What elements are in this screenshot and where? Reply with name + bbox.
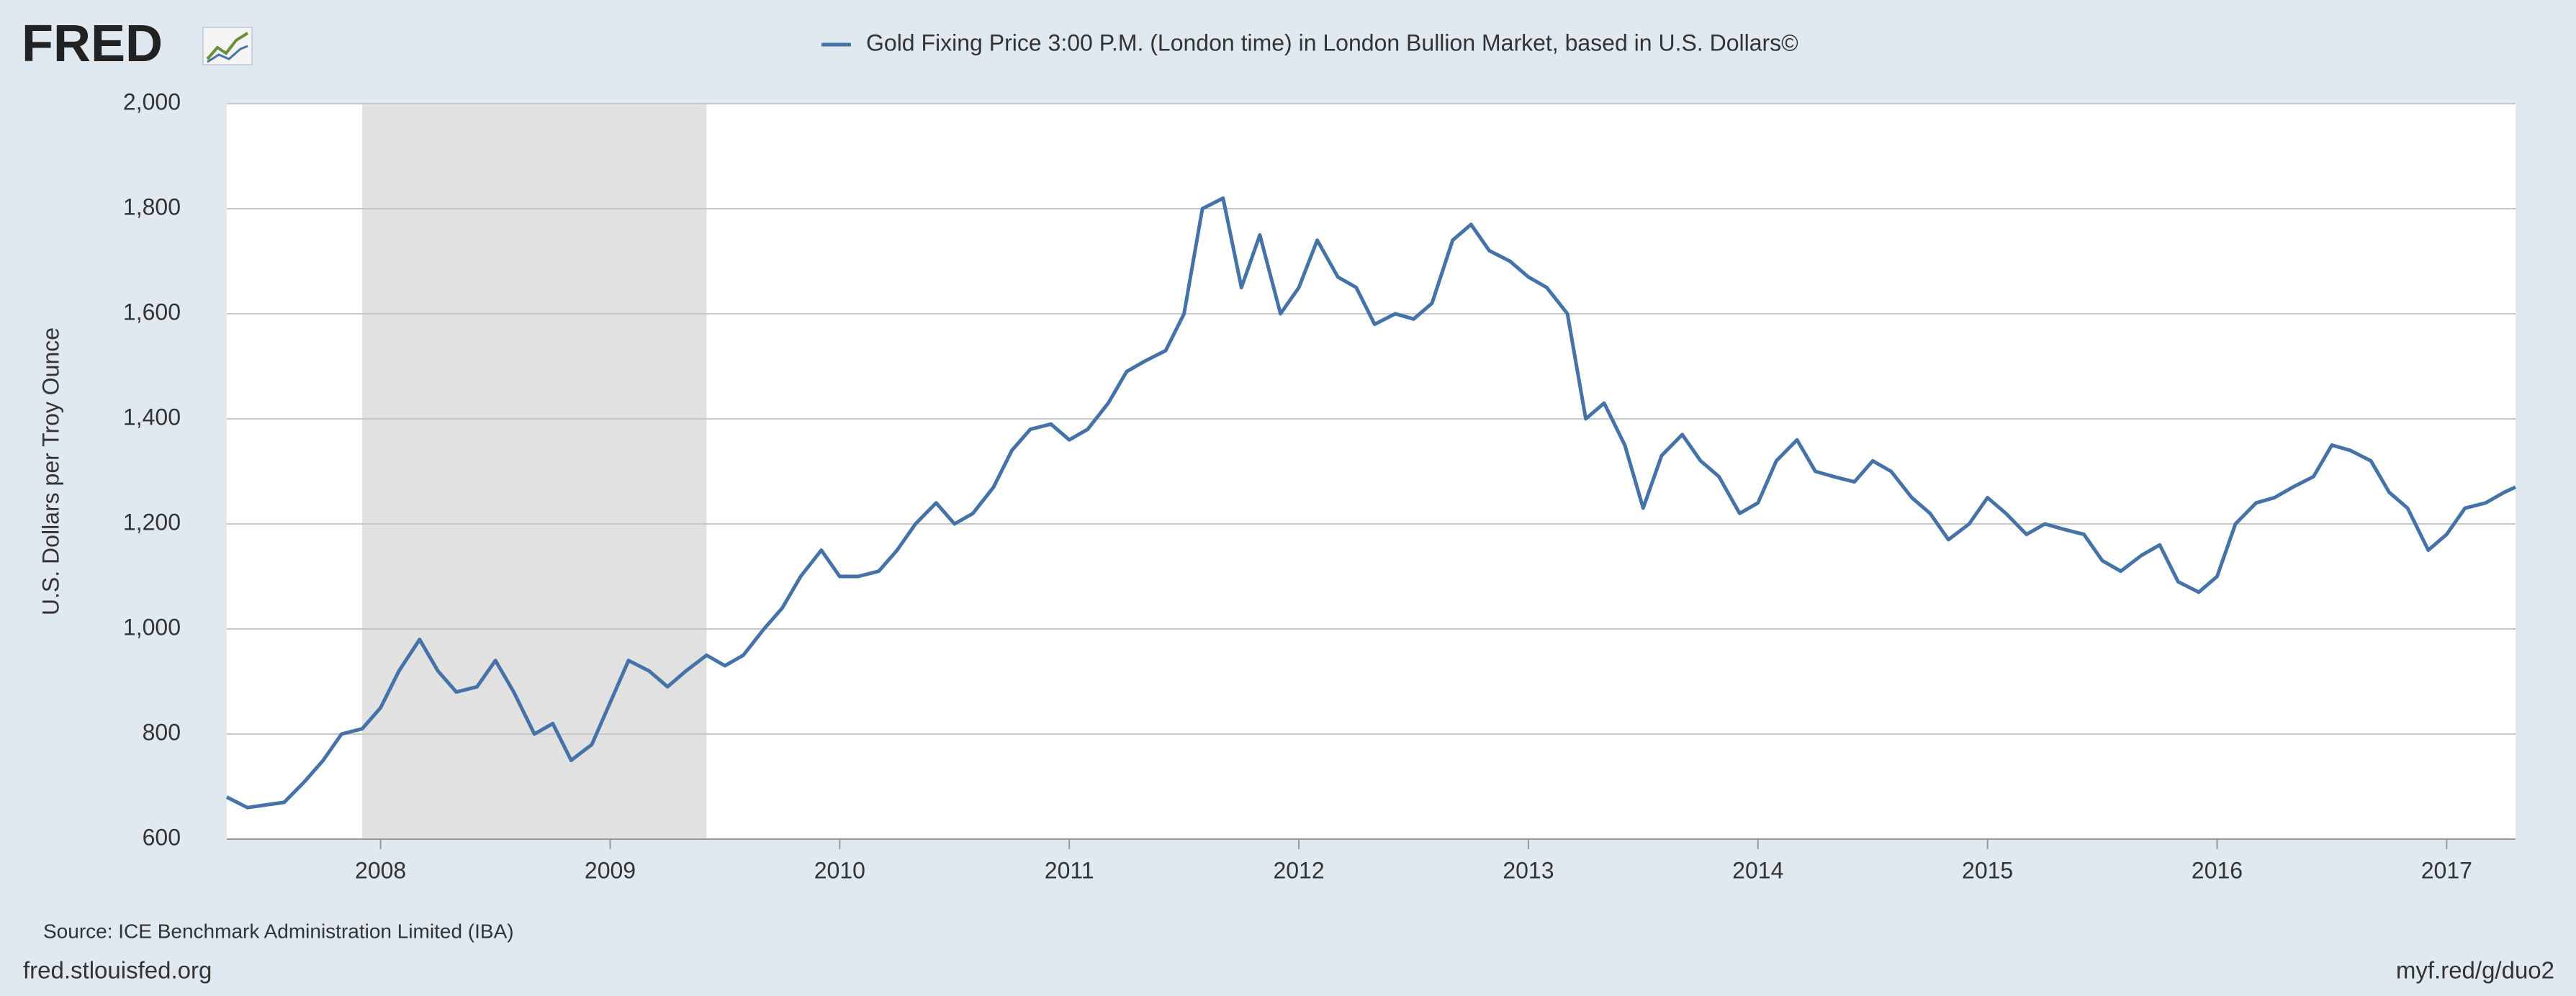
x-tick-label: 2015	[1962, 857, 2013, 883]
x-tick-label: 2012	[1273, 857, 1324, 883]
y-axis-label: U.S. Dollars per Troy Ounce	[37, 327, 63, 615]
y-tick-label: 1,400	[123, 404, 181, 430]
y-tick-label: 1,000	[123, 614, 181, 640]
logo: FRED	[22, 15, 163, 73]
data-line	[225, 196, 2517, 810]
x-tick-label: 2009	[585, 857, 636, 883]
x-tick-label: 2013	[1503, 857, 1554, 883]
y-tick-label: 1,600	[123, 299, 181, 325]
source: Source: ICE Benchmark Administration Lim…	[43, 920, 514, 942]
x-tick-label: 2016	[2192, 857, 2243, 883]
x-tick-label: 2011	[1045, 857, 1094, 883]
footer-left: fred.stlouisfed.org	[23, 957, 212, 984]
x-tick-label: 2017	[2421, 857, 2472, 883]
x-tick-label: 2014	[1732, 857, 1783, 883]
y-tick-label: 2,000	[123, 89, 181, 114]
logo-icon	[202, 27, 253, 65]
y-tick-label: 1,800	[123, 194, 181, 219]
legend-label: Gold Fixing Price 3:00 P.M. (London time…	[866, 30, 1798, 55]
y-tick-label: 1,200	[123, 509, 181, 535]
footer-right: myf.red/g/duo2	[2396, 957, 2554, 984]
y-tick-label: 600	[143, 824, 181, 850]
recession-band	[362, 104, 707, 839]
x-tick-label: 2008	[355, 857, 406, 883]
x-tick-label: 2010	[814, 857, 865, 883]
y-tick-label: 800	[143, 719, 181, 745]
